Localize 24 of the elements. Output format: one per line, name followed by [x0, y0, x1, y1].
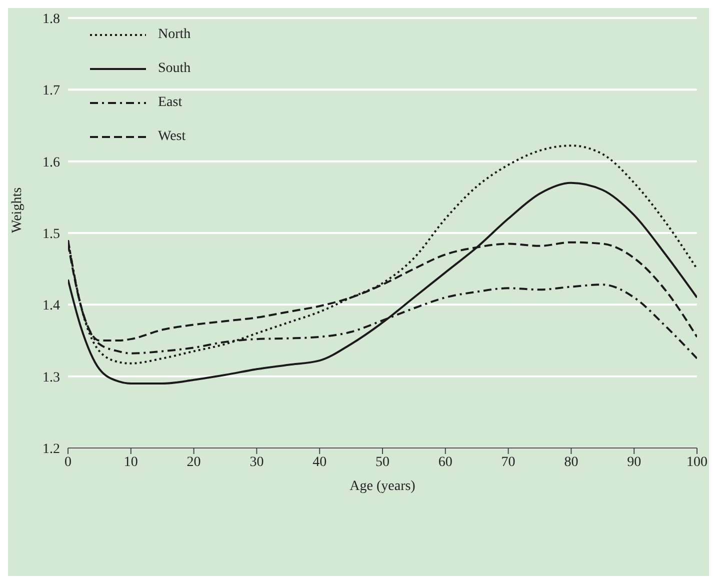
- x-tick-label: 50: [376, 454, 390, 470]
- legend-label: West: [158, 129, 186, 145]
- y-tick-label: 1.3: [42, 370, 60, 386]
- x-tick-label: 30: [250, 454, 264, 470]
- x-tick-label: 80: [564, 454, 578, 470]
- x-tick-label: 20: [186, 454, 201, 470]
- x-tick-label: 0: [64, 454, 72, 470]
- y-tick-label: 1.8: [42, 12, 60, 27]
- legend-label: North: [158, 27, 191, 43]
- x-tick-label: 40: [312, 454, 327, 470]
- x-tick-label: 100: [686, 454, 708, 470]
- y-tick-label: 1.4: [42, 298, 60, 314]
- y-tick-label: 1.7: [42, 84, 60, 99]
- x-axis-title: Age (years): [350, 479, 416, 494]
- x-tick-label: 60: [438, 454, 452, 470]
- y-tick-label: 1.2: [42, 442, 60, 457]
- y-tick-label: 1.6: [42, 155, 60, 170]
- legend-label: South: [158, 61, 191, 77]
- x-tick-label: 70: [501, 454, 516, 470]
- y-axis-title: Weights: [10, 187, 25, 233]
- y-tick-label: 1.5: [42, 226, 60, 242]
- x-tick-label: 10: [124, 454, 138, 470]
- x-tick-label: 90: [627, 454, 642, 470]
- legend-label: East: [158, 95, 182, 111]
